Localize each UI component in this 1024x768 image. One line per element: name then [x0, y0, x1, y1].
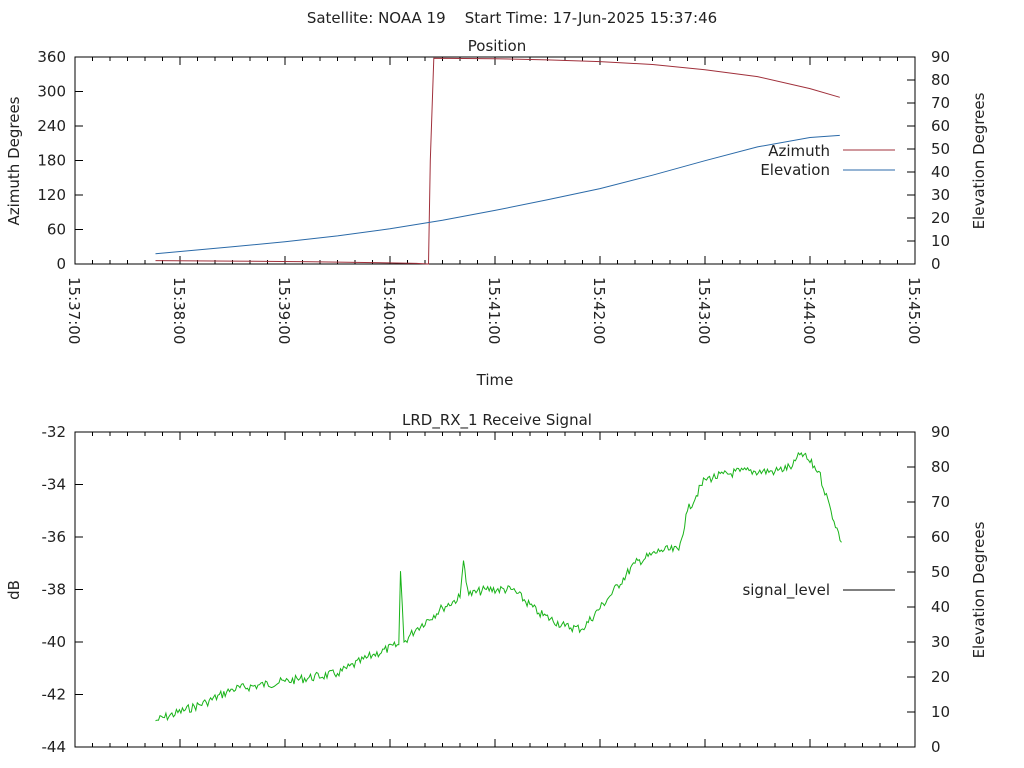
signal-y-tick-label: -44 — [42, 738, 67, 756]
signal-y2-tick-label: 60 — [931, 528, 950, 546]
signal-ylabel: dB — [5, 580, 23, 600]
position-y-tick-label: 60 — [47, 221, 66, 239]
signal-y-tick-label: -38 — [42, 581, 67, 599]
position-x-tick-label: 15:45:00 — [905, 277, 923, 344]
legend-signal-label: signal_level — [742, 581, 830, 600]
position-legend: Azimuth Elevation — [760, 142, 895, 179]
position-y-tick-label: 0 — [56, 255, 66, 273]
position-x-tick-label: 15:40:00 — [380, 277, 398, 344]
position-title: Position — [468, 37, 526, 55]
position-y2-tick-label: 80 — [931, 71, 950, 89]
signal-legend: signal_level — [742, 581, 895, 600]
legend-azimuth-label: Azimuth — [768, 142, 830, 160]
position-x-tick-label: 15:37:00 — [65, 277, 83, 344]
signal-y2-tick-label: 0 — [931, 738, 941, 756]
position-y-tick-label: 240 — [37, 117, 66, 135]
signal-y-tick-label: -32 — [42, 423, 67, 441]
signal-y2-tick-label: 90 — [931, 423, 950, 441]
position-xlabel: Time — [476, 371, 514, 389]
signal-y2-tick-label: 30 — [931, 633, 950, 651]
position-ticks: 15:37:00 15:38:00 15:39:00 15:40:00 15:41:00… — [37, 48, 950, 344]
signal-y2-tick-label: 80 — [931, 458, 950, 476]
signal-y-tick-label: -36 — [42, 528, 67, 546]
position-y2-tick-label: 40 — [931, 163, 950, 181]
signal-ticks: -44 -42 -40 -38 -36 -34 -32 0 10 20 30 40 50 60 70 80 90 — [42, 423, 951, 756]
position-y-tick-label: 360 — [37, 48, 66, 66]
position-y2-tick-label: 10 — [931, 232, 950, 250]
position-x-tick-label: 15:38:00 — [170, 277, 188, 344]
position-series — [155, 57, 840, 265]
position-y2-tick-label: 70 — [931, 94, 950, 112]
signal-y2-tick-label: 50 — [931, 563, 950, 581]
signal-y2-tick-label: 10 — [931, 703, 950, 721]
position-y2label: Elevation Degrees — [970, 92, 988, 229]
legend-elevation-label: Elevation — [760, 161, 830, 179]
signal-series — [155, 451, 842, 722]
position-x-tick-label: 15:44:00 — [800, 277, 818, 344]
position-y2-tick-label: 20 — [931, 209, 950, 227]
series-elevation-line — [155, 134, 840, 255]
position-y2-tick-label: 0 — [931, 255, 941, 273]
signal-y2-tick-label: 20 — [931, 668, 950, 686]
position-y-tick-label: 120 — [37, 186, 66, 204]
signal-title: LRD_RX_1 Receive Signal — [402, 411, 592, 430]
series-azimuth-line — [155, 57, 840, 265]
signal-y-tick-label: -42 — [42, 686, 67, 704]
signal-y-tick-label: -34 — [42, 476, 67, 494]
position-y2-tick-label: 90 — [931, 48, 950, 66]
position-y-tick-label: 300 — [37, 83, 66, 101]
position-y2-tick-label: 30 — [931, 186, 950, 204]
position-x-tick-label: 15:41:00 — [485, 277, 503, 344]
position-x-tick-label: 15:43:00 — [695, 277, 713, 344]
position-y2-tick-label: 50 — [931, 140, 950, 158]
signal-y-tick-label: -40 — [42, 633, 67, 651]
signal-chart: LRD_RX_1 Receive Signal -44-42-40-38-36-… — [5, 411, 988, 756]
position-y-tick-label: 180 — [37, 152, 66, 170]
position-x-tick-label: 15:39:00 — [275, 277, 293, 344]
figure-suptitle: Satellite: NOAA 19 Start Time: 17-Jun-20… — [307, 9, 717, 27]
signal-y2-tick-label: 40 — [931, 598, 950, 616]
position-chart: Position 15:37:00 15:38:00 15:39:00 15:40:0… — [5, 37, 988, 389]
position-y2-tick-label: 60 — [931, 117, 950, 135]
signal-y2-tick-label: 70 — [931, 493, 950, 511]
series-signal-level-line — [155, 451, 842, 722]
position-ylabel: Azimuth Degrees — [5, 96, 23, 225]
signal-y2label: Elevation Degrees — [970, 521, 988, 658]
position-x-tick-label: 15:42:00 — [590, 277, 608, 344]
